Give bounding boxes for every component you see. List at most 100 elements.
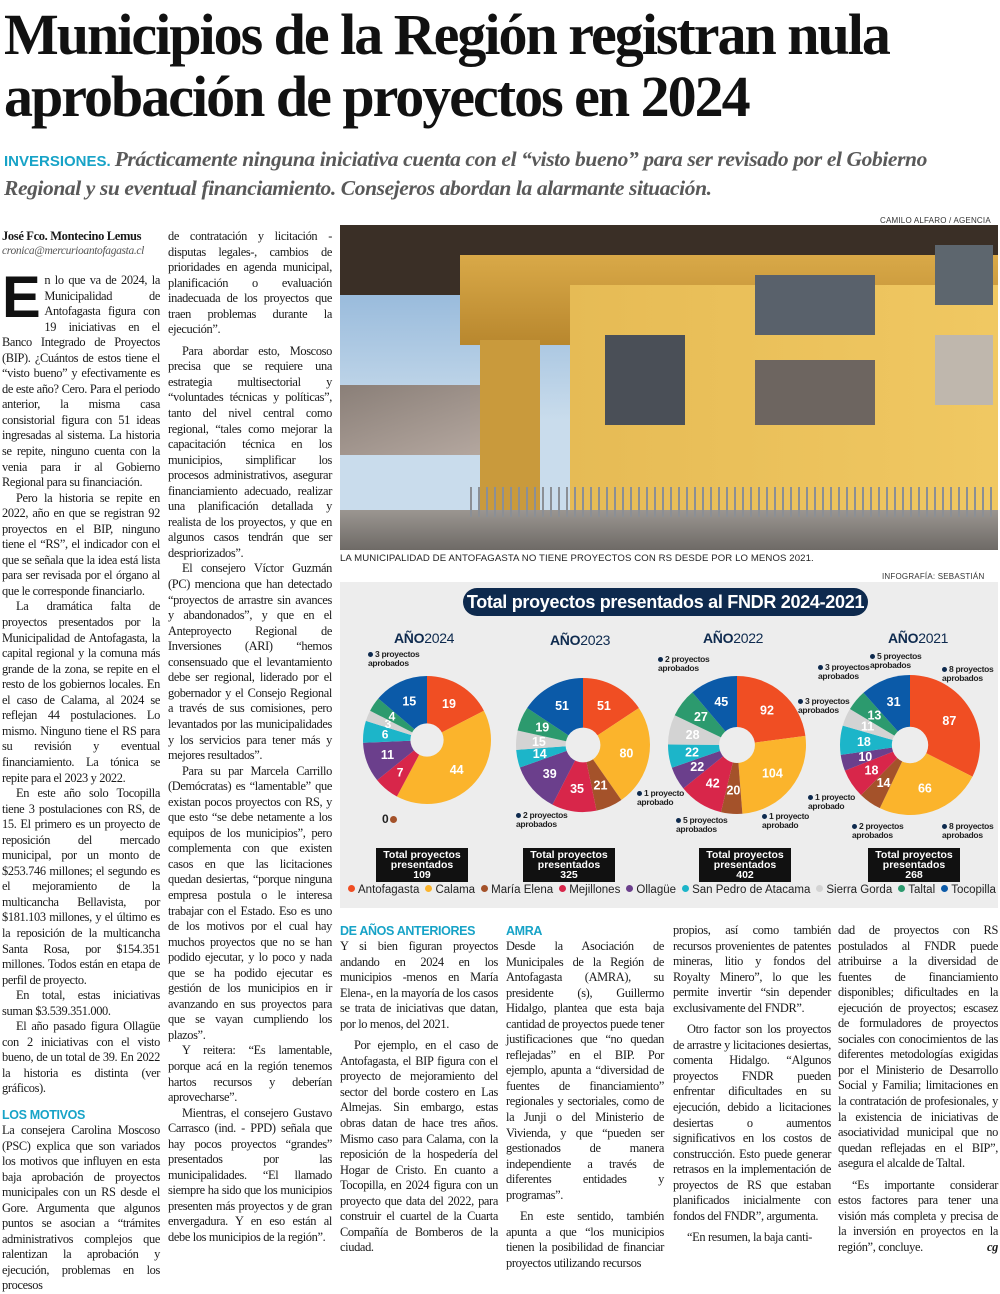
pie-value-label: 3 xyxy=(385,717,392,731)
annotation-approved: 3 proyectos aprobados xyxy=(368,649,420,668)
legend-item-calama: Calama xyxy=(425,884,475,896)
paragraph: En este sentido, también apunta a que “l… xyxy=(506,1209,664,1270)
pie-value-label: 42 xyxy=(706,777,720,791)
pie-slice-2024-antofagasta xyxy=(427,676,484,740)
legend-dot-icon xyxy=(682,885,690,892)
legend-dot-icon xyxy=(941,885,949,892)
pie-slice-2021-san-pedro-de-atacama xyxy=(840,725,910,755)
total-label-2024: Total proyectos presentados 109 xyxy=(376,848,468,882)
pie-value-label: 27 xyxy=(694,710,708,724)
annotation-approved: 3 proyectos aprobados xyxy=(818,662,870,681)
infographic: Total proyectos presentados al FNDR 2024… xyxy=(340,582,998,908)
year-label-2022: AÑO2022 xyxy=(703,630,764,646)
pie-value-label: 11 xyxy=(381,748,394,762)
year-label-2023: AÑO2023 xyxy=(550,632,611,648)
end-mark: cg xyxy=(987,1239,998,1254)
subhead: DE AÑOS ANTERIORES xyxy=(340,924,476,938)
paragraph: de contratación y licitación - disputas … xyxy=(168,229,332,337)
annotation-dot-icon xyxy=(658,657,663,662)
pie-value-label: 18 xyxy=(857,735,871,749)
pie-value-label: 10 xyxy=(858,750,872,764)
pie-slice-2021-calama xyxy=(879,745,973,815)
legend-dot-icon xyxy=(898,885,906,892)
paragraph: propios, así como también recursos prove… xyxy=(673,923,831,1015)
annotation-dot-icon xyxy=(516,813,521,818)
paragraph: Otro factor son los proyectos de arrastr… xyxy=(673,1022,831,1223)
headline: Municipios de la Región registran nula a… xyxy=(4,4,1000,128)
pie-value-label: 39 xyxy=(543,767,557,781)
legend-dot-icon xyxy=(626,885,634,892)
paragraph: “En resumen, la baja canti- xyxy=(687,1230,813,1245)
pie-slice-2021-antofagasta xyxy=(910,675,980,777)
year-label-2021: AÑO2021 xyxy=(888,630,949,646)
paragraph: n lo que va de 2024, la Municipalidad de… xyxy=(2,273,160,490)
photo-municipal-building xyxy=(340,225,998,550)
pie-value-label: 11 xyxy=(861,720,874,734)
pie-value-label: 22 xyxy=(685,745,699,759)
article-column-1: José Fco. Montecino Lemus cronica@mercur… xyxy=(2,229,160,1294)
headline-line-2: aprobación de proyectos en 2024 xyxy=(4,64,751,129)
drop-cap: E xyxy=(2,265,41,330)
annotation-dot-icon xyxy=(676,818,681,823)
pie-slice-2022-san-pedro-de-atacama xyxy=(668,744,737,768)
paragraph: Mientras, el consejero Gustavo Carrasco … xyxy=(168,1105,332,1244)
total-label-2023: Total proyectos presentados 325 xyxy=(523,848,615,882)
pie-value-label: 66 xyxy=(918,782,932,796)
total-label-2021: Total proyectos presentados 268 xyxy=(868,848,960,882)
annotation-dot-icon xyxy=(942,824,947,829)
pie-center-hole xyxy=(410,723,444,757)
pie-value-label: 19 xyxy=(535,721,549,735)
pie-slice-2023-tocopilla xyxy=(527,678,583,745)
pie-slice-2021-taltal xyxy=(849,692,910,745)
paragraph: En este año solo Tocopilla tiene 3 postu… xyxy=(2,786,160,987)
pie-value-label: 45 xyxy=(714,695,728,709)
pie-slice-2021-maría-elena xyxy=(861,745,910,809)
kicker: INVERSIONES. xyxy=(4,153,111,170)
pie-slice-2022-calama xyxy=(737,735,806,814)
pie-center-hole xyxy=(565,727,601,763)
paragraph: La dramática falta de proyectos presenta… xyxy=(2,599,160,785)
pie-value-label: 44 xyxy=(450,763,464,777)
deck-text: Prácticamente ninguna iniciativa cuenta … xyxy=(4,147,927,200)
legend-dot-icon xyxy=(481,885,489,892)
pie-value-label: 51 xyxy=(597,699,611,713)
zero-label-maria-elena: 0 xyxy=(382,813,399,825)
article-column-3: DE AÑOS ANTERIORES Y si bien figuran pro… xyxy=(340,923,498,1256)
pie-value-label: 14 xyxy=(877,776,891,790)
legend-item-taltal: Taltal xyxy=(898,884,935,896)
annotation-dot-icon xyxy=(368,652,373,657)
pie-slice-2022-mejillones xyxy=(683,745,737,813)
pie-slice-2021-sierra-gorda xyxy=(842,709,910,745)
pie-value-label: 4 xyxy=(389,709,396,723)
byline-author: José Fco. Montecino Lemus xyxy=(2,229,142,243)
annotation-dot-icon xyxy=(762,814,767,819)
legend-item-mejillones: Mejillones xyxy=(559,884,620,896)
pie-slice-2024-calama xyxy=(396,710,491,804)
pie-slice-2021-tocopilla xyxy=(863,675,910,745)
annotation-approved: 8 proyectos aprobados xyxy=(942,821,994,840)
pie-slice-2023-maría-elena xyxy=(583,745,622,811)
annotation-dot-icon xyxy=(637,791,642,796)
legend-dot-icon xyxy=(816,885,824,892)
pie-slice-2024-mejillones xyxy=(377,740,427,797)
pie-slice-2023-taltal xyxy=(517,708,583,745)
annotation-approved: 2 proyectos aprobados xyxy=(852,821,904,840)
pie-slice-2022-antofagasta xyxy=(737,676,806,745)
paragraph: El año pasado figura Ollagüe con 2 inici… xyxy=(2,1019,160,1096)
annotation-approved: 2 proyectos aprobados xyxy=(516,810,568,829)
legend-item-san-pedro-de-atacama: San Pedro de Atacama xyxy=(682,884,810,896)
paragraph: Y reitera: “Es lamentable, porque acá en… xyxy=(168,1043,332,1105)
annotation-approved: 1 proyecto aprobado xyxy=(762,811,809,830)
pie-value-label: 6 xyxy=(382,728,389,742)
pie-slice-2024-sierra-gorda xyxy=(365,710,427,740)
pie-value-label: 51 xyxy=(555,699,569,713)
pie-value-label: 22 xyxy=(690,760,704,774)
pie-slice-2022-taltal xyxy=(674,692,737,745)
pie-value-label: 35 xyxy=(570,782,584,796)
paragraph: Desde la Asociación de Municipales de la… xyxy=(506,939,664,1202)
pie-slice-2022-sierra-gorda xyxy=(668,715,737,745)
pie-slice-2024-ollagüe xyxy=(363,740,427,781)
legend-item-maría-elena: María Elena xyxy=(481,884,553,896)
pie-slice-2021-ollagüe xyxy=(840,745,910,771)
